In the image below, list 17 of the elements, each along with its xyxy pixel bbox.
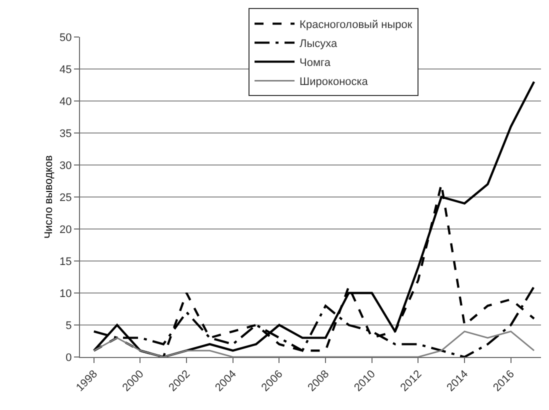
legend-label: Красноголовый нырок [300,18,412,31]
y-tick-label: 15 [60,256,72,268]
y-tick-label: 40 [60,96,72,108]
y-tick-label: 0 [66,352,72,364]
y-tick-label: 5 [66,320,72,332]
y-axis-title: Число выводков [43,155,56,239]
legend-label: Широконоска [300,76,369,88]
line-series [93,330,535,357]
y-tick-label: 50 [60,32,72,44]
legend-label: Чомга [300,56,332,69]
y-tick-label: 35 [60,128,72,140]
y-tick-label: 30 [60,160,72,172]
y-tick-label: 25 [60,192,72,204]
y-tick-label: 20 [60,224,72,236]
y-tick-label: 45 [60,64,72,76]
legend-label: Лысуха [300,38,338,50]
y-tick-label: 10 [60,288,72,300]
